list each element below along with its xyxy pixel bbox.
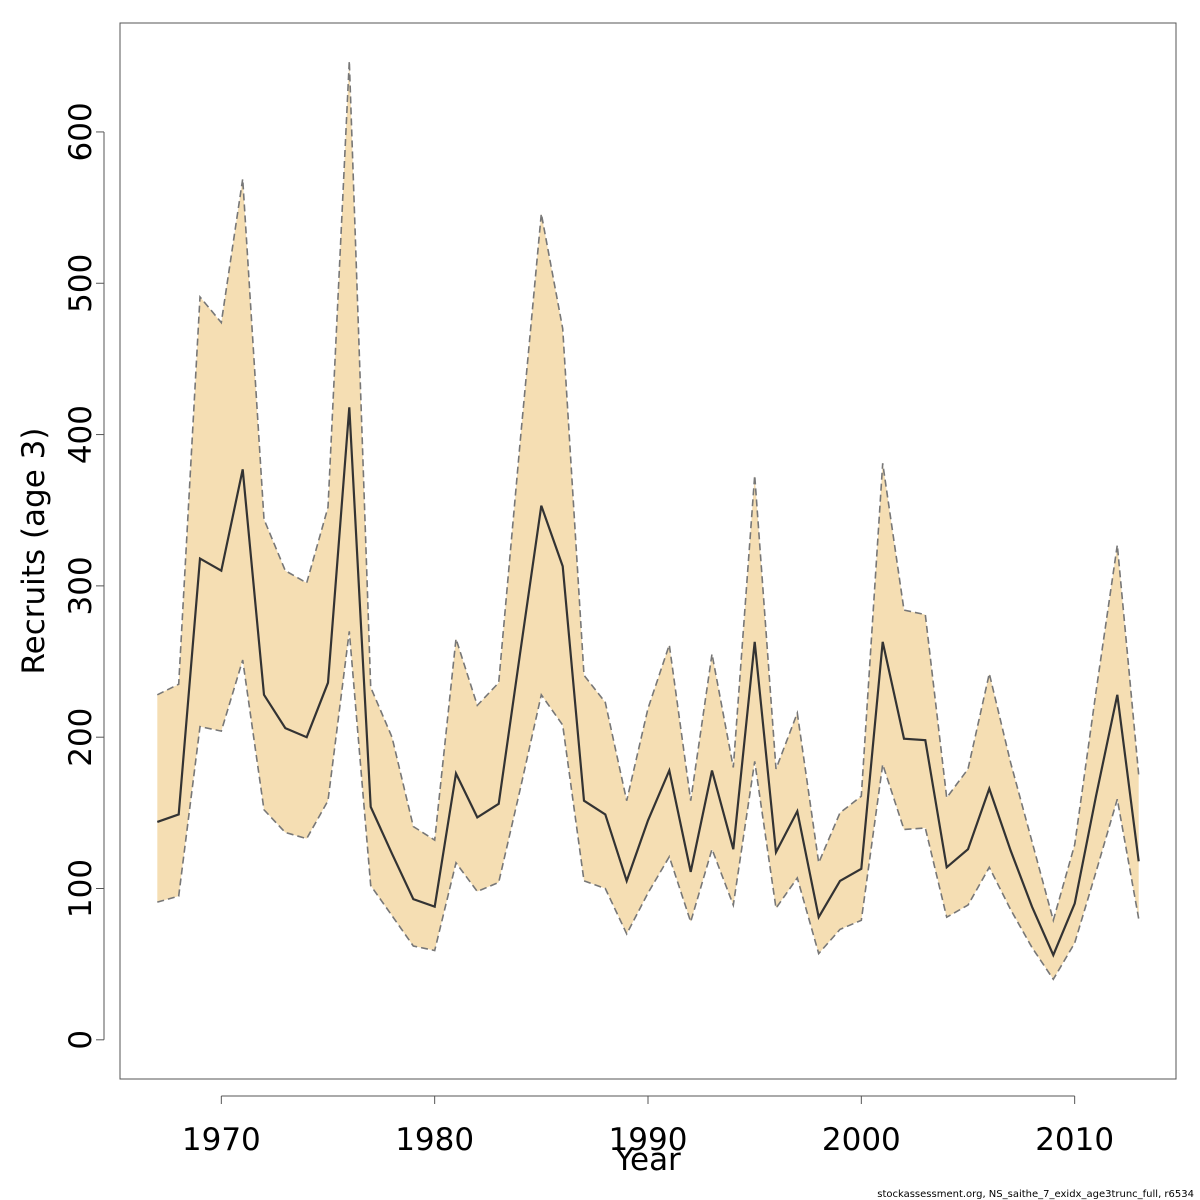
y-tick-label: 500 [63,254,99,313]
x-tick-label: 1980 [395,1122,474,1158]
plot-area [156,60,1140,981]
y-axis-title: Recruits (age 3) [16,428,52,675]
x-axis-title: Year [614,1142,681,1178]
x-tick-label: 2000 [822,1122,901,1158]
x-axis: 1970 1980 1990 2000 2010 [182,1095,1114,1158]
y-tick-label: 400 [63,405,99,464]
y-tick-label: 200 [63,708,99,767]
y-axis: 0 100 200 300 400 500 600 [63,102,105,1050]
confidence-band [157,60,1139,980]
x-tick-label: 1990 [609,1122,688,1158]
x-tick-label: 1970 [182,1122,261,1158]
plot-frame [119,22,1177,1080]
x-tick-label: 2010 [1035,1122,1114,1158]
footer-note: stockassessment.org, NS_saithe_7_exidx_a… [877,1189,1194,1200]
y-tick-label: 300 [63,556,99,615]
lower-bound-line [157,631,1140,981]
y-tick-label: 0 [63,1030,99,1050]
estimate-line [156,407,1140,958]
y-tick-label: 100 [63,859,99,918]
y-tick-label: 600 [63,102,99,161]
